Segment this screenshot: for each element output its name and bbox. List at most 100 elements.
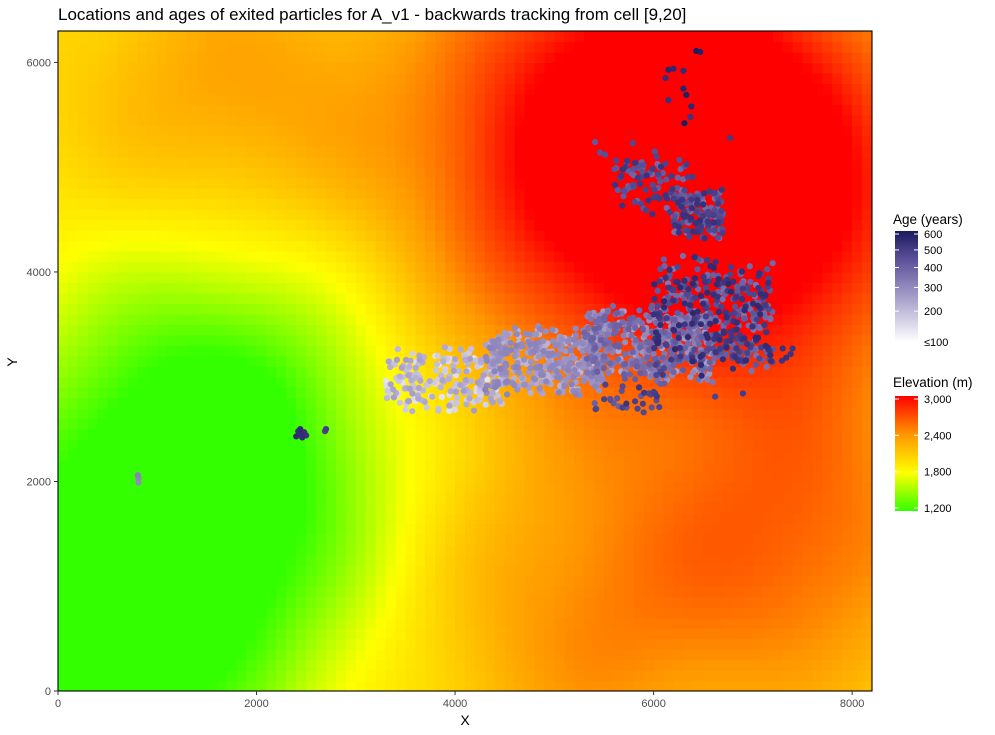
elevation-cell bbox=[693, 418, 704, 430]
elevation-cell bbox=[733, 670, 744, 682]
elevation-cell bbox=[355, 125, 367, 137]
elevation-cell bbox=[415, 83, 426, 95]
elevation-cell bbox=[97, 460, 109, 472]
elevation-cell bbox=[812, 502, 823, 514]
elevation-cell bbox=[286, 408, 297, 420]
elevation-cell bbox=[713, 93, 724, 105]
elevation-cell bbox=[196, 114, 208, 126]
elevation-cell bbox=[465, 533, 476, 545]
elevation-cell bbox=[236, 408, 248, 420]
elevation-cell bbox=[157, 31, 168, 43]
elevation-cell bbox=[455, 125, 466, 137]
elevation-cell bbox=[405, 471, 416, 483]
elevation-cell bbox=[584, 408, 595, 420]
elevation-cell bbox=[355, 209, 367, 221]
elevation-cell bbox=[266, 93, 277, 105]
elevation-cell bbox=[107, 450, 119, 462]
elevation-cell bbox=[276, 491, 287, 504]
elevation-cell bbox=[196, 670, 208, 682]
elevation-cell bbox=[147, 62, 158, 74]
elevation-cell bbox=[97, 303, 109, 315]
elevation-cell bbox=[375, 345, 387, 357]
elevation-cell bbox=[127, 156, 139, 168]
elevation-cell bbox=[395, 355, 407, 367]
elevation-cell bbox=[246, 104, 258, 116]
elevation-cell bbox=[226, 146, 238, 158]
elevation-cell bbox=[326, 51, 337, 64]
elevation-cell bbox=[117, 219, 129, 231]
elevation-cell bbox=[216, 544, 228, 556]
elevation-cell bbox=[713, 460, 724, 472]
elevation-cell bbox=[693, 670, 704, 682]
elevation-cell bbox=[633, 240, 645, 252]
elevation-cell bbox=[484, 429, 496, 441]
elevation-cell bbox=[455, 219, 466, 231]
elevation-cell bbox=[435, 450, 446, 462]
elevation-cell bbox=[425, 93, 436, 105]
elevation-cell bbox=[206, 649, 218, 661]
elevation-cell bbox=[147, 334, 158, 346]
elevation-cell bbox=[673, 481, 684, 493]
elevation-cell bbox=[435, 397, 446, 409]
elevation-cell bbox=[484, 659, 496, 671]
elevation-cell bbox=[802, 628, 814, 640]
elevation-cell bbox=[762, 408, 774, 420]
elevation-cell bbox=[67, 366, 79, 378]
elevation-cell bbox=[514, 638, 526, 650]
elevation-cell bbox=[514, 156, 526, 168]
elevation-cell bbox=[524, 104, 536, 116]
elevation-cell bbox=[752, 575, 764, 587]
elevation-cell bbox=[365, 114, 377, 126]
elevation-cell bbox=[713, 376, 724, 388]
elevation-cell bbox=[415, 429, 426, 441]
elevation-cell bbox=[107, 649, 119, 661]
elevation-cell bbox=[673, 502, 684, 514]
elevation-cell bbox=[187, 418, 198, 430]
elevation-cell bbox=[87, 219, 99, 231]
elevation-cell bbox=[127, 450, 139, 462]
elevation-cell bbox=[67, 230, 79, 242]
elevation-cell bbox=[772, 554, 784, 566]
elevation-cell bbox=[405, 366, 416, 378]
elevation-cell bbox=[683, 607, 694, 619]
elevation-cell bbox=[137, 261, 148, 273]
elevation-cell bbox=[474, 502, 486, 514]
elevation-cell bbox=[544, 104, 555, 116]
elevation-cell bbox=[415, 418, 426, 430]
elevation-cell bbox=[256, 334, 268, 346]
elevation-cell bbox=[534, 230, 546, 242]
elevation-cell bbox=[613, 167, 625, 179]
elevation-cell bbox=[137, 72, 148, 84]
elevation-cell bbox=[326, 471, 337, 483]
elevation-cell bbox=[206, 429, 218, 441]
elevation-cell bbox=[693, 596, 704, 608]
elevation-cell bbox=[246, 481, 258, 493]
elevation-cell bbox=[276, 188, 287, 200]
elevation-cell bbox=[782, 607, 794, 619]
elevation-cell bbox=[117, 282, 129, 294]
elevation-cell bbox=[703, 83, 714, 95]
elevation-cell bbox=[147, 680, 158, 691]
elevation-cell bbox=[286, 219, 297, 231]
elevation-cell bbox=[375, 628, 387, 640]
elevation-cell bbox=[286, 366, 297, 378]
elevation-cell bbox=[663, 491, 675, 504]
elevation-cell bbox=[742, 607, 754, 619]
elevation-cell bbox=[455, 439, 466, 451]
elevation-cell bbox=[683, 481, 694, 493]
elevation-cell bbox=[643, 408, 655, 420]
elevation-cell bbox=[584, 670, 595, 682]
elevation-cell bbox=[276, 659, 287, 671]
elevation-cell bbox=[673, 586, 684, 598]
elevation-cell bbox=[832, 387, 843, 399]
elevation-cell bbox=[554, 659, 565, 671]
elevation-cell bbox=[256, 397, 268, 409]
elevation-cell bbox=[683, 167, 694, 179]
elevation-cell bbox=[365, 617, 377, 629]
elevation-cell bbox=[713, 628, 724, 640]
elevation-cell bbox=[375, 135, 387, 147]
elevation-cell bbox=[345, 334, 357, 346]
elevation-cell bbox=[306, 491, 317, 504]
elevation-cell bbox=[713, 491, 724, 504]
elevation-cell bbox=[465, 471, 476, 483]
